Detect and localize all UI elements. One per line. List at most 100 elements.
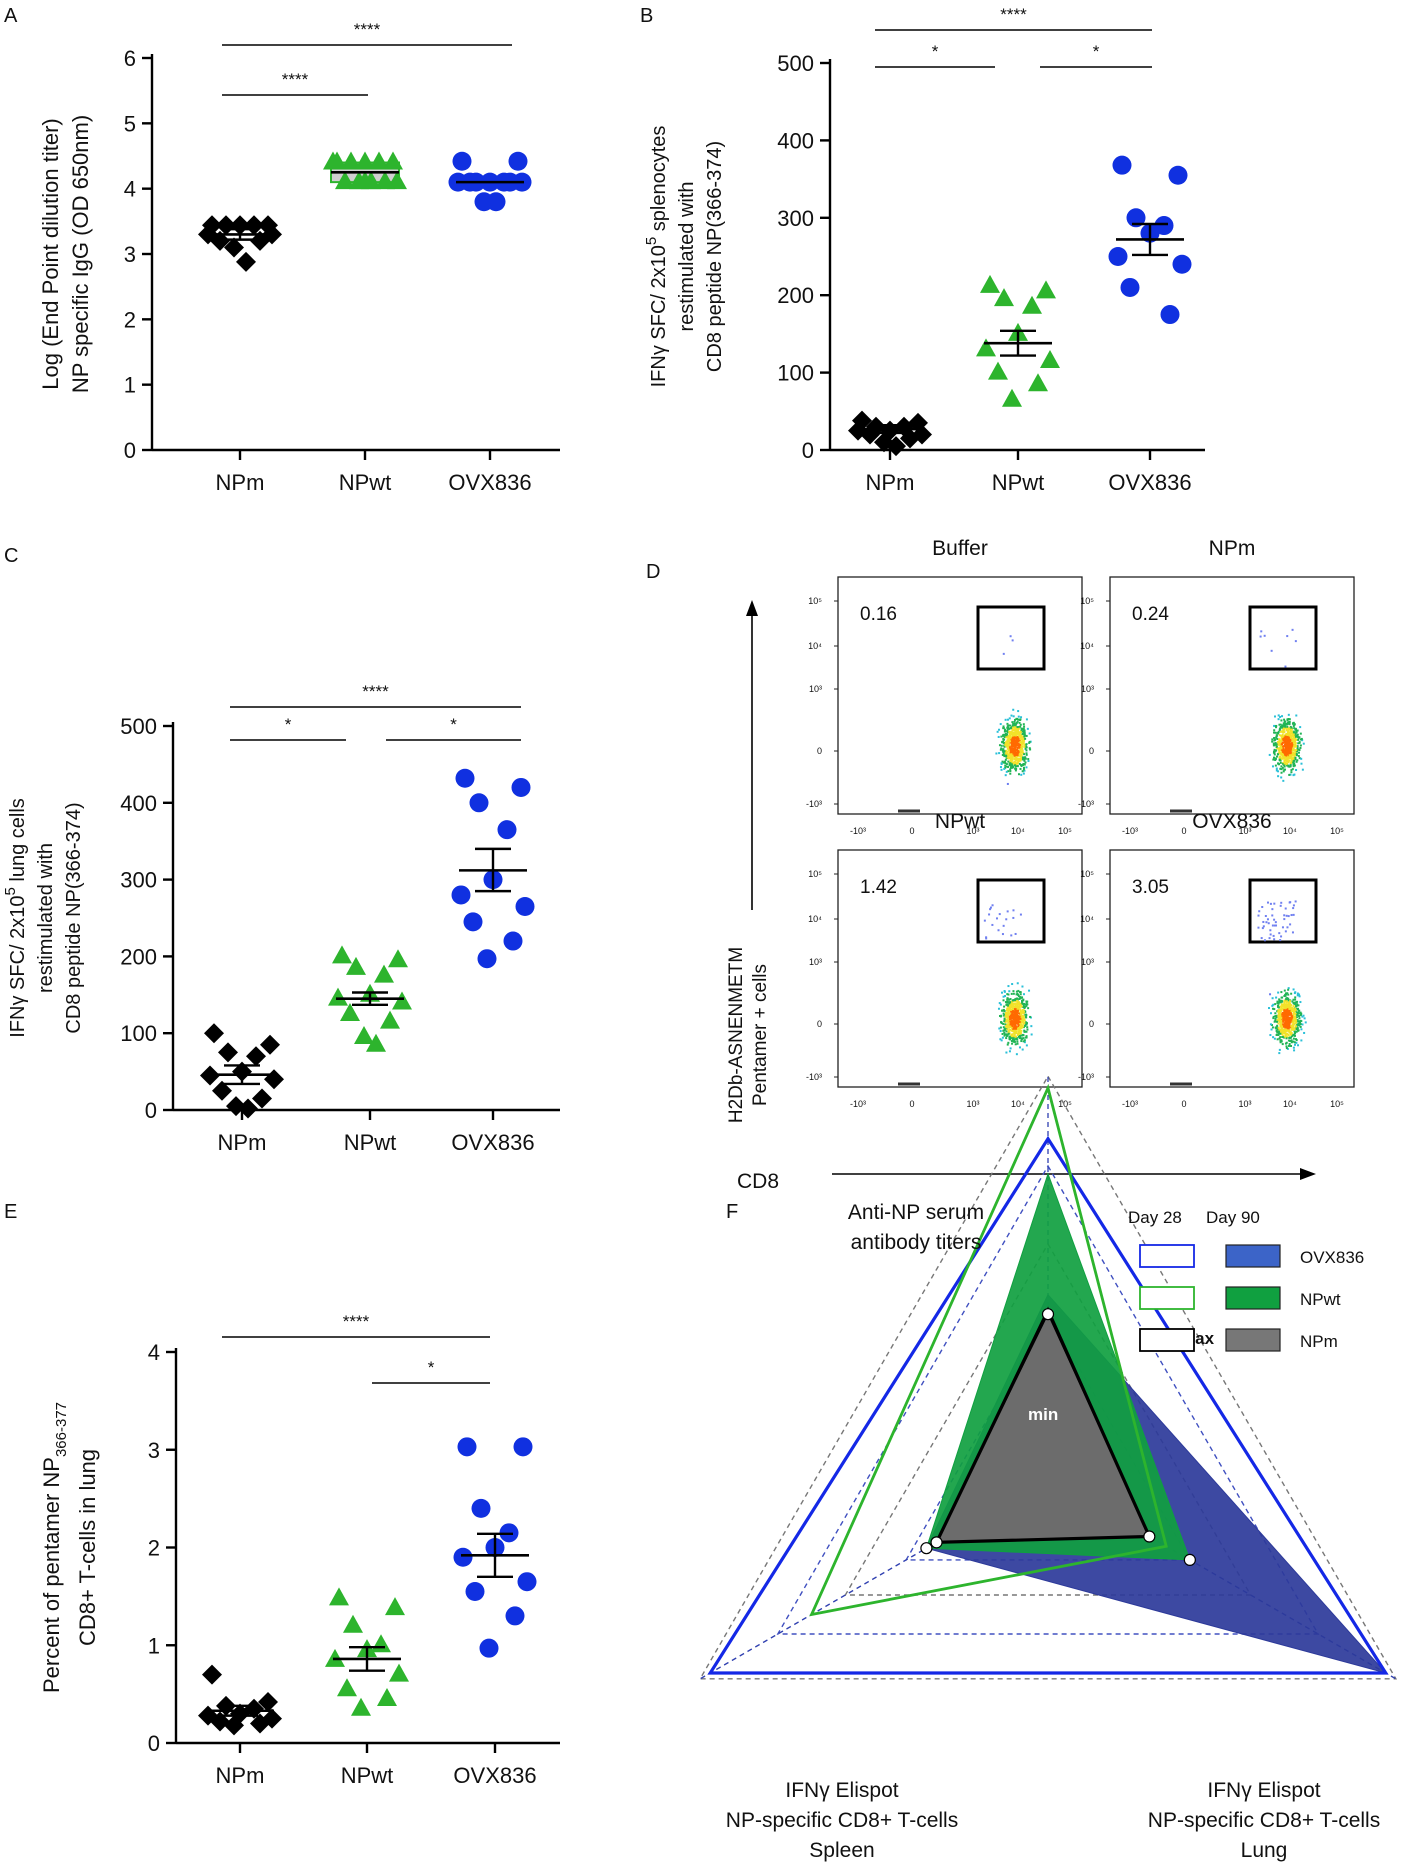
event-dot [999, 1030, 1002, 1033]
gated-event-dot [991, 904, 994, 907]
event-dot [1014, 749, 1017, 752]
event-dot [1019, 1013, 1022, 1016]
event-dot [1293, 1033, 1296, 1036]
event-dot [1277, 1033, 1280, 1036]
event-dot [1022, 1010, 1025, 1013]
event-dot [1008, 1012, 1011, 1015]
event-dot [1285, 997, 1288, 1000]
event-dot [1298, 1022, 1301, 1025]
event-dot [1003, 1034, 1006, 1037]
event-dot [1023, 763, 1026, 766]
event-dot [1287, 761, 1290, 764]
event-dot [1004, 743, 1007, 746]
event-dot [1001, 1032, 1004, 1035]
event-dot [1011, 983, 1014, 986]
event-dot [1272, 1017, 1275, 1020]
event-dot [1012, 999, 1015, 1002]
chart-e: 0 1 2 3 4 NPm NPwt OVX836 Percent of pentamer NP… [39, 1312, 560, 1788]
event-dot [1014, 727, 1017, 730]
event-dot [1017, 1035, 1020, 1038]
event-dot [1009, 1004, 1012, 1007]
data-point-ovx836 [463, 912, 483, 932]
event-dot [1017, 1023, 1020, 1026]
event-dot [1286, 1010, 1289, 1013]
event-dot [1007, 737, 1010, 740]
event-dot [1012, 752, 1015, 755]
event-dot [1012, 736, 1015, 739]
event-dot [1021, 751, 1024, 754]
event-dot [1015, 990, 1018, 993]
event-dot [1287, 1034, 1290, 1037]
event-dot [1289, 742, 1292, 745]
significance-label: **** [362, 682, 389, 701]
event-dot [1010, 714, 1013, 717]
y-tick-label: 200 [120, 944, 157, 969]
event-dot [1285, 750, 1288, 753]
event-dot [1293, 744, 1296, 747]
event-dot [1011, 1027, 1014, 1030]
y-label-line: restimulated with [35, 843, 57, 993]
event-dot [1294, 756, 1297, 759]
event-dot [1289, 1039, 1292, 1042]
event-dot [1287, 713, 1290, 716]
event-dot [1012, 1037, 1015, 1040]
data-point-npwt [1036, 280, 1056, 299]
event-dot [1292, 742, 1295, 745]
event-dot [1007, 724, 1010, 727]
event-dot [1021, 770, 1024, 773]
event-dot [1270, 1028, 1273, 1031]
event-dot [1276, 1010, 1279, 1013]
event-dot [1292, 1020, 1295, 1023]
gated-event-dot [1280, 935, 1283, 938]
event-dot [1292, 1046, 1295, 1049]
event-dot [1284, 1000, 1287, 1003]
significance-label: **** [282, 70, 309, 89]
event-dot [1003, 730, 1006, 733]
event-dot [1292, 760, 1295, 763]
data-point-npwt [385, 1597, 405, 1616]
event-dot [1007, 744, 1010, 747]
event-dot [1009, 755, 1012, 758]
gated-event-dot [1271, 908, 1274, 911]
y-tick-label: 500 [777, 51, 814, 76]
gated-event-dot [1289, 923, 1292, 926]
event-dot [1019, 993, 1022, 996]
gate-percent: 3.05 [1132, 877, 1169, 898]
event-dot [1289, 1020, 1292, 1023]
event-dot [1014, 1023, 1017, 1026]
event-dot [1299, 738, 1302, 741]
event-dot [1000, 991, 1003, 994]
event-dot [1272, 744, 1275, 747]
event-dot [1027, 759, 1030, 762]
event-dot [1017, 742, 1020, 745]
flow-y-tick-label: 10⁵ [808, 596, 822, 606]
event-dot [1013, 748, 1016, 751]
event-dot [1291, 1023, 1294, 1026]
event-dot [1289, 751, 1292, 754]
gated-event-dot [1272, 934, 1275, 937]
event-dot [1015, 742, 1018, 745]
event-dot [1013, 1019, 1016, 1022]
gated-event-dot [1283, 918, 1286, 921]
event-dot [1292, 747, 1295, 750]
legend-swatch-day28 [1139, 1328, 1195, 1352]
event-dot [1020, 1010, 1023, 1013]
gated-event-dot [1269, 902, 1272, 905]
event-dot [1011, 726, 1014, 729]
gated-event-dot [1257, 914, 1260, 917]
event-dot [1002, 1022, 1005, 1025]
event-dot [1013, 1025, 1016, 1028]
event-dot [1008, 990, 1011, 993]
event-dot [1016, 752, 1019, 755]
data-point-ovx836 [1160, 305, 1180, 325]
event-dot [1013, 1013, 1016, 1016]
event-dot [1278, 1015, 1281, 1018]
event-dot [1015, 1018, 1018, 1021]
event-dot [1013, 1002, 1016, 1005]
data-point-npm [250, 1713, 270, 1734]
event-dot [1001, 1036, 1004, 1039]
event-dot [1286, 1020, 1289, 1023]
event-dot [1285, 760, 1288, 763]
event-dot [1294, 754, 1297, 757]
event-dot [1280, 1028, 1283, 1031]
